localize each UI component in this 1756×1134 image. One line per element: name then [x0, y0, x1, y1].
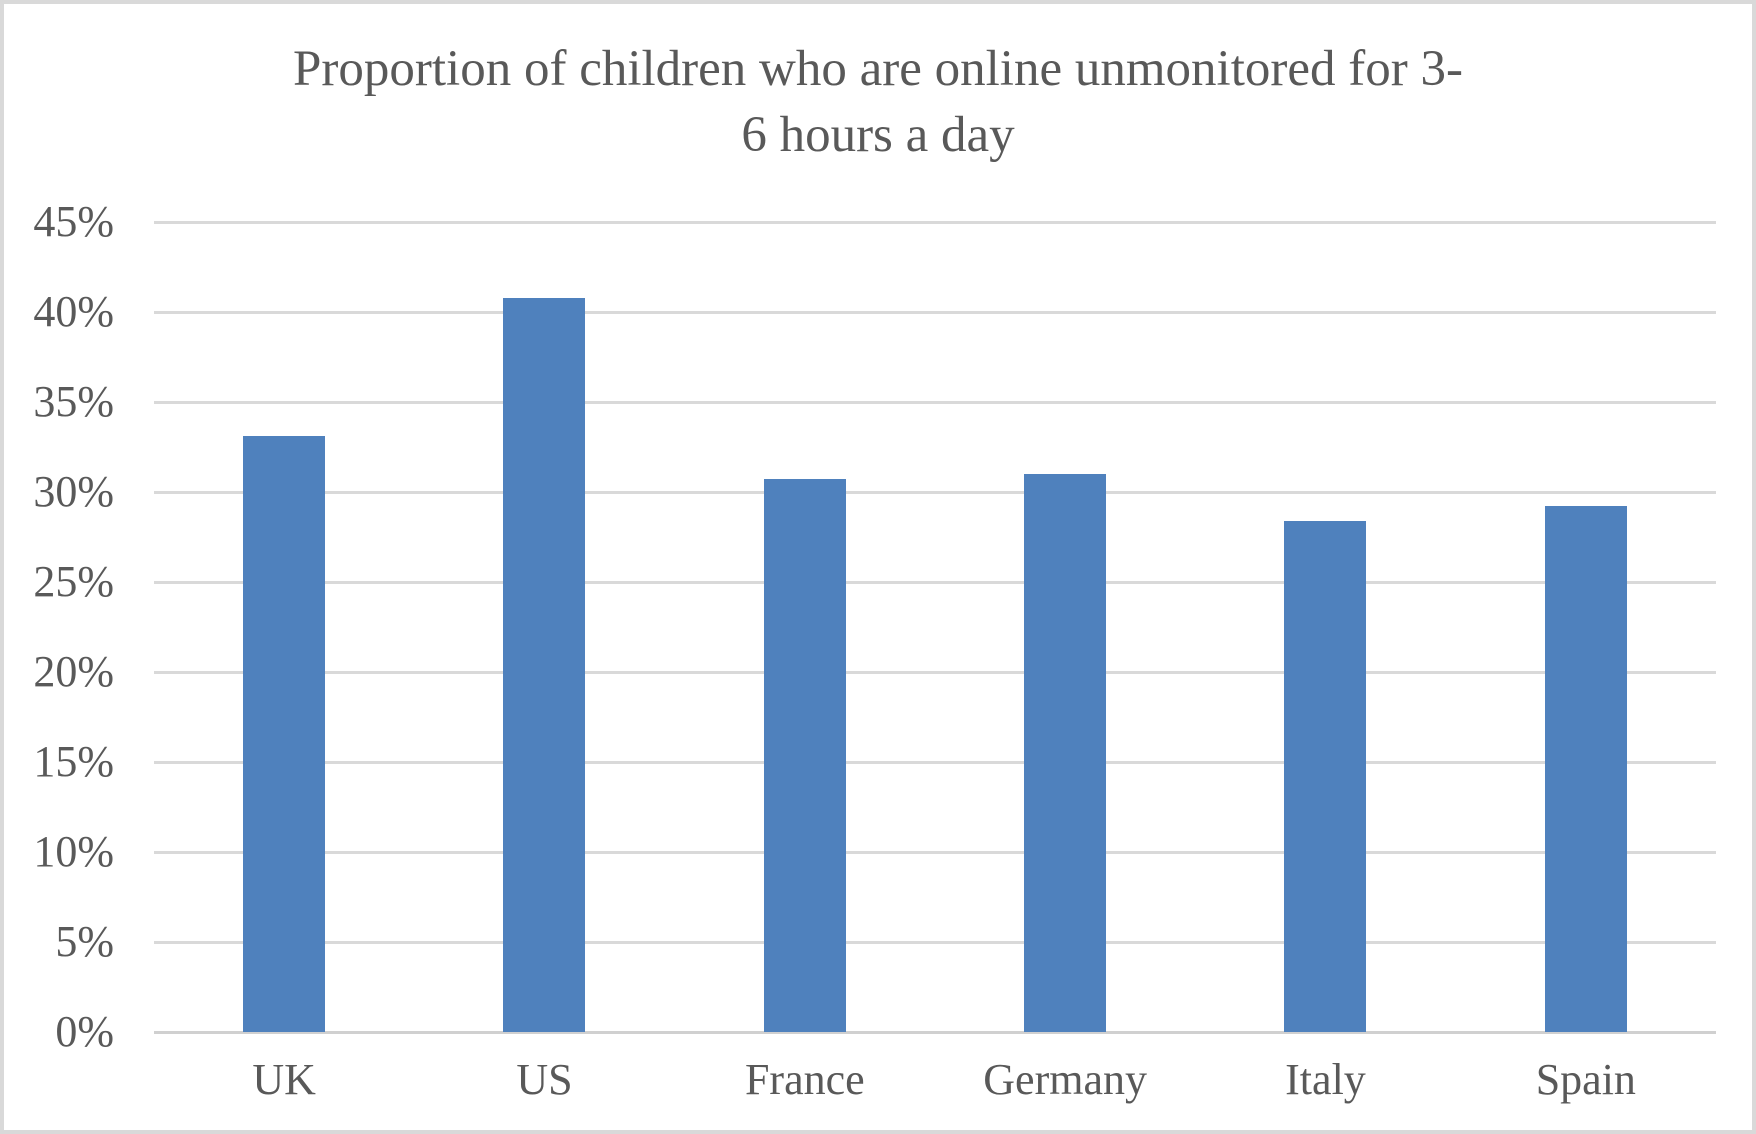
x-tick-label-france: France [744, 1055, 865, 1104]
gridline-40pct [154, 311, 1716, 314]
x-tick-label-germany: Germany [983, 1055, 1147, 1104]
chart-title: Proportion of children who are online un… [4, 36, 1752, 168]
y-tick-label-45pct: 45% [33, 197, 114, 246]
y-tick-label-10pct: 10% [33, 827, 114, 876]
bar-slot-uk [154, 222, 414, 1032]
bar-slot-germany [935, 222, 1195, 1032]
gridline-25pct [154, 581, 1716, 584]
x-tick-label-spain: Spain [1535, 1055, 1636, 1104]
y-tick-label-0pct: 0% [55, 1007, 114, 1056]
gridline-30pct [154, 491, 1716, 494]
y-tick-label-5pct: 5% [55, 917, 114, 966]
bar-slot-italy [1195, 222, 1455, 1032]
y-tick-label-15pct: 15% [33, 737, 114, 786]
chart-title-line1: Proportion of children who are online un… [293, 41, 1463, 97]
x-tick-label-italy: Italy [1285, 1055, 1366, 1104]
y-tick-label-35pct: 35% [33, 377, 114, 426]
bar-italy [1284, 520, 1367, 1032]
bar-uk [243, 436, 326, 1032]
x-tick-label-us: US [516, 1055, 573, 1104]
bar-us [503, 297, 586, 1032]
bar-slot-france [675, 222, 935, 1032]
gridline-15pct [154, 761, 1716, 764]
bar-spain [1544, 506, 1627, 1032]
gridline-45pct [154, 221, 1716, 224]
bar-france [763, 479, 846, 1032]
gridline-5pct [154, 941, 1716, 944]
x-axis-category-labels: UK US France Germany Italy Spain [154, 1054, 1716, 1106]
gridline-20pct [154, 671, 1716, 674]
chart-title-line2: 6 hours a day [741, 107, 1015, 163]
bar-germany [1024, 474, 1107, 1032]
gridline-35pct [154, 401, 1716, 404]
gridline-10pct [154, 851, 1716, 854]
y-tick-label-40pct: 40% [33, 287, 114, 336]
y-tick-label-20pct: 20% [33, 647, 114, 696]
bar-slot-us [414, 222, 674, 1032]
x-axis-line [154, 1031, 1716, 1034]
plot-area [154, 222, 1716, 1032]
y-tick-label-25pct: 25% [33, 557, 114, 606]
bar-slot-spain [1456, 222, 1716, 1032]
x-tick-label-uk: UK [252, 1055, 316, 1104]
y-tick-label-30pct: 30% [33, 467, 114, 516]
